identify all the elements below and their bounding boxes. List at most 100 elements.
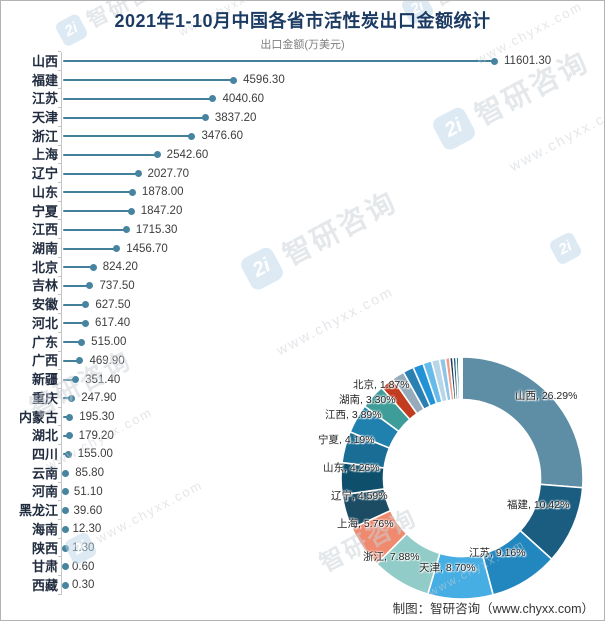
bar-dot xyxy=(188,132,196,140)
bar-row: 四川 155.00 xyxy=(4,444,602,464)
bar-row: 福建 4596.30 xyxy=(4,69,602,90)
category-label: 云南 xyxy=(31,465,58,481)
category-label: 北京 xyxy=(31,259,58,275)
bar-track: 85.80 xyxy=(58,462,602,483)
category-label: 内蒙古 xyxy=(18,409,58,425)
bar-dot xyxy=(62,507,69,515)
value-label: 627.50 xyxy=(95,298,131,311)
bar-dot xyxy=(62,469,70,477)
bar-row: 宁夏 1847.20 xyxy=(4,200,602,221)
donut-slice-label: 辽宁, 4.59% xyxy=(331,490,388,502)
bar-dot xyxy=(62,563,69,571)
bar-track: 11601.30 xyxy=(58,51,602,71)
value-label: 11601.30 xyxy=(504,55,552,68)
category-label: 四川 xyxy=(31,446,58,462)
category-label: 上海 xyxy=(31,147,58,163)
value-label: 247.90 xyxy=(81,392,117,405)
value-label: 2542.60 xyxy=(166,148,209,161)
bar-track: 2027.70 xyxy=(58,163,602,184)
value-label: 0.30 xyxy=(72,579,95,592)
bar-dot xyxy=(128,188,136,196)
bar-dot xyxy=(134,170,142,178)
bar-track: 3837.20 xyxy=(58,107,602,127)
value-label: 12.30 xyxy=(72,523,102,536)
value-label: 1847.20 xyxy=(140,205,183,218)
bar-dot xyxy=(153,151,161,159)
donut-slice-label: 湖南, 3.30% xyxy=(339,394,396,406)
bar-dot xyxy=(491,57,498,65)
bar-row: 云南 85.80 xyxy=(4,462,602,483)
bar-row: 江苏 4040.60 xyxy=(4,88,602,109)
bar-track: 4040.60 xyxy=(58,88,602,109)
category-label: 甘肃 xyxy=(31,559,58,575)
bar-dot xyxy=(78,338,86,346)
donut-slice-label: 福建, 10.42% xyxy=(507,499,570,511)
bar-dot xyxy=(113,245,121,253)
category-label: 新疆 xyxy=(31,372,58,388)
bar-row: 辽宁 2027.70 xyxy=(4,163,602,184)
category-label: 安徽 xyxy=(31,297,58,313)
category-label: 山东 xyxy=(31,184,58,200)
value-label: 39.60 xyxy=(73,504,103,517)
category-label: 河南 xyxy=(31,484,58,500)
bar-chart: 山西 11601.30 福建 4596.30 江苏 4040.60 天津 3837.20 浙江 3… xyxy=(4,51,602,595)
bar-dot xyxy=(62,488,69,496)
bar-line xyxy=(63,135,193,138)
donut-slice-label: 上海, 5.76% xyxy=(337,518,394,530)
bar-track: 469.90 xyxy=(58,350,602,371)
value-label: 2027.70 xyxy=(147,167,190,180)
donut-slice-label: 北京, 1.87% xyxy=(353,379,410,391)
bar-dot xyxy=(68,394,76,402)
category-label: 广东 xyxy=(31,334,58,350)
bar-line xyxy=(63,284,91,287)
category-label: 海南 xyxy=(31,521,58,537)
bar-line xyxy=(63,322,86,325)
bar-track: 2542.60 xyxy=(58,144,602,165)
bar-line xyxy=(63,378,77,381)
donut-slice-label: 浙江, 7.88% xyxy=(363,551,420,563)
bar-dot xyxy=(81,319,89,327)
category-label: 湖南 xyxy=(31,241,58,257)
bar-row: 北京 824.20 xyxy=(4,256,602,277)
bar-row: 内蒙古 195.30 xyxy=(4,406,602,427)
bar-dot xyxy=(82,301,90,309)
bar-dot xyxy=(62,544,69,552)
bar-track: 195.30 xyxy=(58,406,602,427)
value-label: 1715.30 xyxy=(135,223,178,236)
value-label: 1878.00 xyxy=(141,186,184,199)
bar-row: 西藏 0.30 xyxy=(4,575,602,595)
bar-row: 湖北 179.20 xyxy=(4,425,602,446)
category-label: 西藏 xyxy=(31,577,58,593)
value-label: 51.10 xyxy=(73,485,103,498)
bar-track: 1847.20 xyxy=(58,200,602,221)
bar-line xyxy=(63,397,73,400)
category-label: 江西 xyxy=(31,222,58,238)
donut-slice-label: 宁夏, 4.19% xyxy=(318,434,375,446)
bar-row: 天津 3837.20 xyxy=(4,107,602,127)
bar-row: 山西 11601.30 xyxy=(4,51,602,71)
value-label: 3837.20 xyxy=(214,111,257,124)
bar-line xyxy=(63,116,206,119)
bar-dot xyxy=(64,450,72,458)
bar-line xyxy=(63,191,133,194)
bar-row: 江西 1715.30 xyxy=(4,219,602,240)
value-label: 3476.60 xyxy=(201,130,244,143)
bar-track: 0.30 xyxy=(58,575,602,595)
bar-line xyxy=(63,79,235,82)
bar-line xyxy=(63,247,118,250)
bar-row: 河北 617.40 xyxy=(4,313,602,333)
bar-dot xyxy=(89,263,97,271)
chart-title: 2021年1-10月中国各省市活性炭出口金额统计 xyxy=(114,11,491,31)
bar-track: 627.50 xyxy=(58,294,602,315)
bar-row: 黑龙江 39.60 xyxy=(4,500,602,520)
source-caption: 制图：智研咨询（www.chyxx.com） xyxy=(392,602,594,616)
bar-row: 新疆 351.40 xyxy=(4,369,602,389)
value-label: 824.20 xyxy=(102,261,138,274)
bar-line xyxy=(63,172,139,175)
bar-line xyxy=(63,341,83,344)
category-label: 江苏 xyxy=(31,91,58,107)
bar-dot xyxy=(86,282,94,290)
category-label: 宁夏 xyxy=(31,203,58,219)
bar-line xyxy=(63,303,87,306)
category-label: 重庆 xyxy=(31,390,58,406)
